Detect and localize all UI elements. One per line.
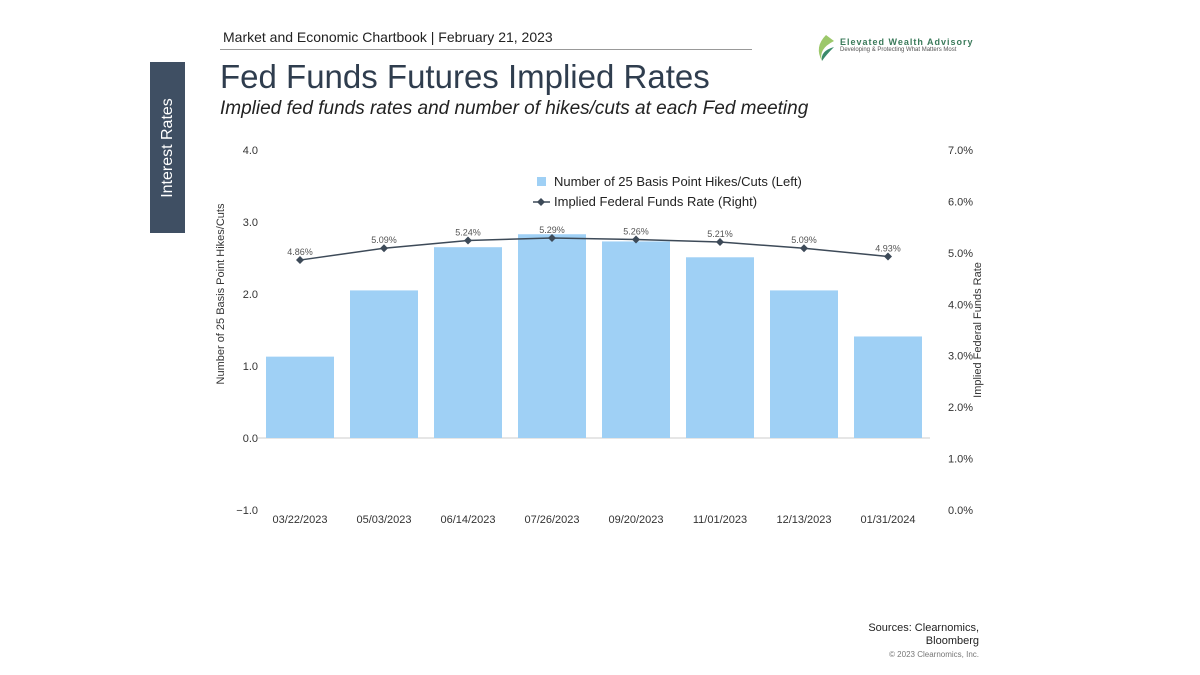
data-label: 5.21% [707, 229, 733, 239]
bar [266, 356, 334, 438]
legend-marker-icon [537, 198, 545, 206]
bar [854, 336, 922, 438]
y-tick-label: 0.0 [243, 433, 258, 445]
x-tick-label: 05/03/2023 [356, 514, 411, 526]
bar [686, 257, 754, 438]
rate-marker [632, 235, 640, 244]
page-title: Fed Funds Futures Implied Rates [220, 58, 710, 95]
legend-label: Implied Federal Funds Rate (Right) [554, 194, 757, 209]
rate-marker [296, 256, 304, 265]
y2-tick-label: 2.0% [948, 402, 973, 414]
y2-tick-label: 4.0% [948, 299, 973, 311]
source-line: Sources: Clearnomics, [868, 622, 979, 634]
rate-marker [716, 238, 724, 247]
header: Market and Economic Chartbook | February… [223, 29, 553, 45]
data-label: 5.29% [539, 225, 565, 235]
y2-tick-label: 7.0% [948, 145, 973, 157]
logo-tagline: Developing & Protecting What Matters Mos… [840, 47, 957, 53]
data-label: 4.86% [287, 247, 313, 257]
y-tick-label: 2.0 [243, 289, 258, 301]
logo: Elevated Wealth Advisory Developing & Pr… [812, 33, 973, 68]
logo-name: Elevated Wealth Advisory [840, 37, 974, 47]
y-tick-label: 4.0 [243, 145, 258, 157]
rate-marker [884, 252, 892, 261]
legend-label: Number of 25 Basis Point Hikes/Cuts (Lef… [554, 174, 802, 189]
y-tick-label: −1.0 [236, 505, 258, 517]
data-label: 5.26% [623, 226, 649, 236]
y-axis-title: Number of 25 Basis Point Hikes/Cuts [215, 203, 227, 384]
data-label: 5.24% [455, 228, 481, 238]
x-tick-label: 06/14/2023 [440, 514, 495, 526]
data-label: 5.09% [371, 235, 397, 245]
sources: Sources: Clearnomics, Bloomberg [868, 622, 979, 648]
x-tick-label: 11/01/2023 [693, 514, 747, 526]
rate-marker [380, 244, 388, 253]
page-subtitle: Implied fed funds rates and number of hi… [220, 98, 809, 119]
x-tick-label: 03/22/2023 [272, 514, 327, 526]
bar [602, 241, 670, 438]
y2-tick-label: 5.0% [948, 248, 973, 260]
rate-marker [800, 244, 808, 253]
source-line: Bloomberg [925, 635, 979, 647]
y2-tick-label: 1.0% [948, 454, 973, 466]
rate-marker [548, 233, 556, 242]
data-label: 4.93% [875, 243, 901, 253]
y2-tick-label: 6.0% [948, 196, 973, 208]
y2-axis-title: Implied Federal Funds Rate [972, 262, 984, 398]
y-tick-label: 1.0 [243, 361, 258, 373]
rate-marker [464, 236, 472, 245]
x-tick-label: 12/13/2023 [776, 514, 831, 526]
x-tick-label: 07/26/2023 [524, 514, 579, 526]
bar [350, 290, 418, 438]
bar [518, 234, 586, 438]
bar [434, 247, 502, 438]
legend-bar-swatch [537, 177, 546, 186]
section-tab: Interest Rates [150, 62, 185, 233]
y-tick-label: 3.0 [243, 217, 258, 229]
bar [770, 290, 838, 438]
rate-line [299, 237, 889, 261]
x-tick-label: 01/31/2024 [860, 514, 915, 526]
logo-icon [818, 35, 834, 61]
y2-tick-label: 0.0% [948, 505, 973, 517]
y2-tick-label: 3.0% [948, 351, 973, 363]
copyright: © 2023 Clearnomics, Inc. [889, 650, 979, 659]
data-label: 5.09% [791, 235, 817, 245]
x-tick-label: 09/20/2023 [608, 514, 663, 526]
divider [220, 49, 752, 50]
